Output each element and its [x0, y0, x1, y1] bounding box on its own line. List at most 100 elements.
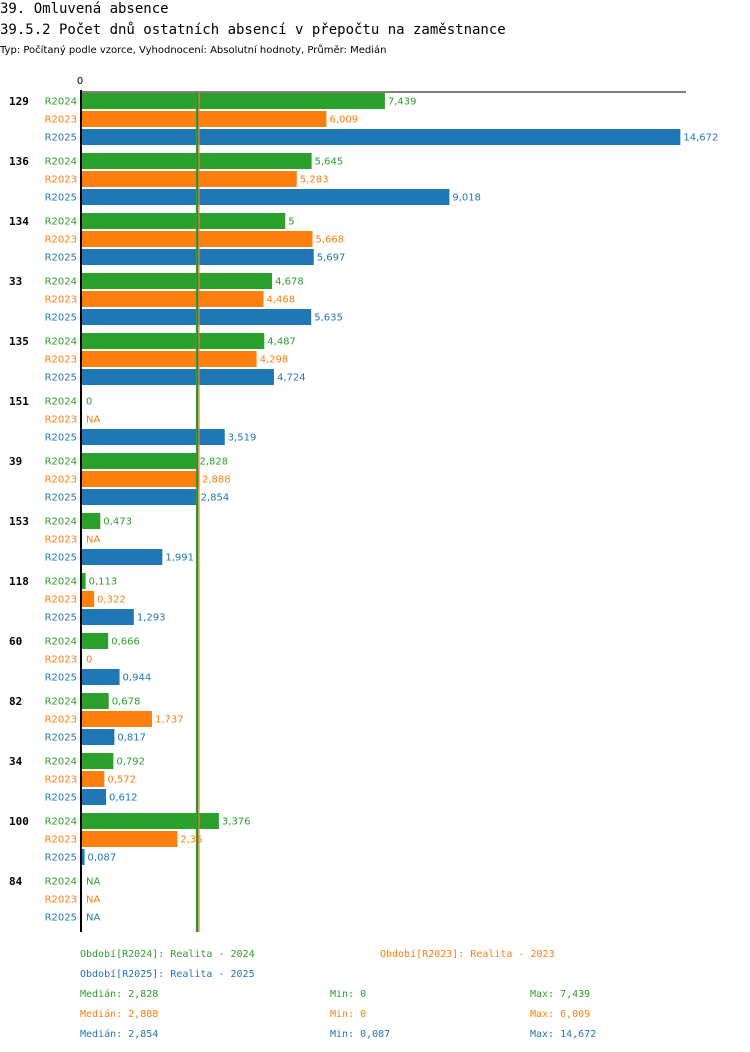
value-label: 5,635	[314, 313, 343, 324]
bar	[82, 213, 286, 229]
bar	[82, 333, 265, 349]
bar	[82, 573, 86, 589]
value-label: 5,668	[316, 235, 345, 246]
series-label: R2023	[45, 475, 77, 486]
series-label: R2023	[45, 295, 77, 306]
value-label: 0,087	[88, 853, 117, 864]
value-label: 5,697	[317, 253, 346, 264]
category-label: 153	[9, 515, 29, 528]
series-label: R2024	[45, 877, 77, 888]
category-label: 34	[9, 755, 23, 768]
value-label: 5,645	[315, 157, 344, 168]
category-label: 39	[9, 455, 22, 468]
bar	[82, 129, 681, 145]
category-label: 134	[9, 215, 29, 228]
value-label: 0,817	[117, 733, 146, 744]
series-label: R2025	[45, 793, 77, 804]
category-label: 136	[9, 155, 29, 168]
series-label: R2025	[45, 853, 77, 864]
value-label: NA	[86, 535, 100, 546]
series-label: R2023	[45, 895, 77, 906]
bar-chart: 0 129 R2024 7,439 R2023 6,009 R2025 14,672 136 R2…	[9, 76, 718, 932]
legend-r2025: Období[R2025]: Realita - 2025	[80, 969, 255, 980]
stat-max-r2024: Max: 7,439	[530, 989, 591, 1000]
value-label: 4,468	[267, 295, 296, 306]
value-label: 3,376	[222, 817, 251, 828]
series-label: R2024	[45, 97, 77, 108]
value-label: 0,944	[123, 673, 152, 684]
value-label: 0	[86, 397, 92, 408]
value-label: NA	[86, 877, 100, 888]
value-label: 2,854	[201, 493, 230, 504]
value-label: 0,678	[112, 697, 141, 708]
value-label: 2,36	[180, 835, 202, 846]
series-label: R2024	[45, 397, 77, 408]
value-label: 0,792	[116, 757, 145, 768]
value-label: 0	[86, 655, 92, 666]
bar	[82, 513, 101, 529]
value-label: 2,888	[202, 475, 231, 486]
value-label: 0,572	[107, 775, 136, 786]
series-label: R2023	[45, 835, 77, 846]
series-label: R2024	[45, 457, 77, 468]
bar	[82, 429, 225, 445]
category-label: 82	[9, 695, 22, 708]
bar	[82, 789, 107, 805]
value-label: 0,473	[103, 517, 132, 528]
series-label: R2025	[45, 673, 77, 684]
value-label: 4,487	[267, 337, 296, 348]
series-label: R2025	[45, 193, 77, 204]
value-label: 3,519	[228, 433, 257, 444]
category-label: 118	[9, 575, 29, 588]
value-label: 0,612	[109, 793, 138, 804]
value-label: 5	[288, 217, 294, 228]
series-label: R2024	[45, 337, 77, 348]
series-label: R2024	[45, 757, 77, 768]
value-label: 2,828	[200, 457, 229, 468]
value-label: 9,018	[452, 193, 481, 204]
value-label: 4,724	[277, 373, 306, 384]
series-label: R2023	[45, 235, 77, 246]
bar	[82, 771, 105, 787]
value-label: 1,737	[155, 715, 184, 726]
series-label: R2025	[45, 733, 77, 744]
series-label: R2025	[45, 253, 77, 264]
legend-r2023: Období[R2023]: Realita - 2023	[380, 949, 555, 960]
bar	[82, 831, 178, 847]
value-label: NA	[86, 415, 100, 426]
stat-median-r2023: Medián: 2,888	[80, 1009, 159, 1020]
chart-title: 39.5.2 Počet dnů ostatních absencí v pře…	[0, 22, 506, 38]
bar	[82, 753, 114, 769]
series-label: R2024	[45, 697, 77, 708]
value-label: 0,666	[111, 637, 140, 648]
legend-r2024: Období[R2024]: Realita - 2024	[80, 949, 255, 960]
value-label: 0,322	[97, 595, 126, 606]
bar	[82, 189, 450, 205]
bar	[82, 171, 297, 187]
series-label: R2024	[45, 577, 77, 588]
series-label: R2023	[45, 115, 77, 126]
series-label: R2024	[45, 217, 77, 228]
series-label: R2023	[45, 775, 77, 786]
bar	[82, 489, 198, 505]
series-label: R2024	[45, 157, 77, 168]
value-label: NA	[86, 913, 100, 924]
bar	[82, 849, 85, 865]
category-label: 84	[9, 875, 23, 888]
bar	[82, 591, 95, 607]
series-label: R2023	[45, 715, 77, 726]
bar	[82, 669, 120, 685]
series-label: R2025	[45, 493, 77, 504]
series-label: R2025	[45, 313, 77, 324]
value-label: 7,439	[388, 97, 417, 108]
bar	[82, 291, 264, 307]
bar	[82, 549, 163, 565]
bar	[82, 369, 274, 385]
series-label: R2025	[45, 433, 77, 444]
series-label: R2023	[45, 535, 77, 546]
category-label: 60	[9, 635, 22, 648]
bar	[82, 711, 152, 727]
value-label: 0,113	[89, 577, 118, 588]
series-label: R2023	[45, 355, 77, 366]
series-label: R2024	[45, 817, 77, 828]
